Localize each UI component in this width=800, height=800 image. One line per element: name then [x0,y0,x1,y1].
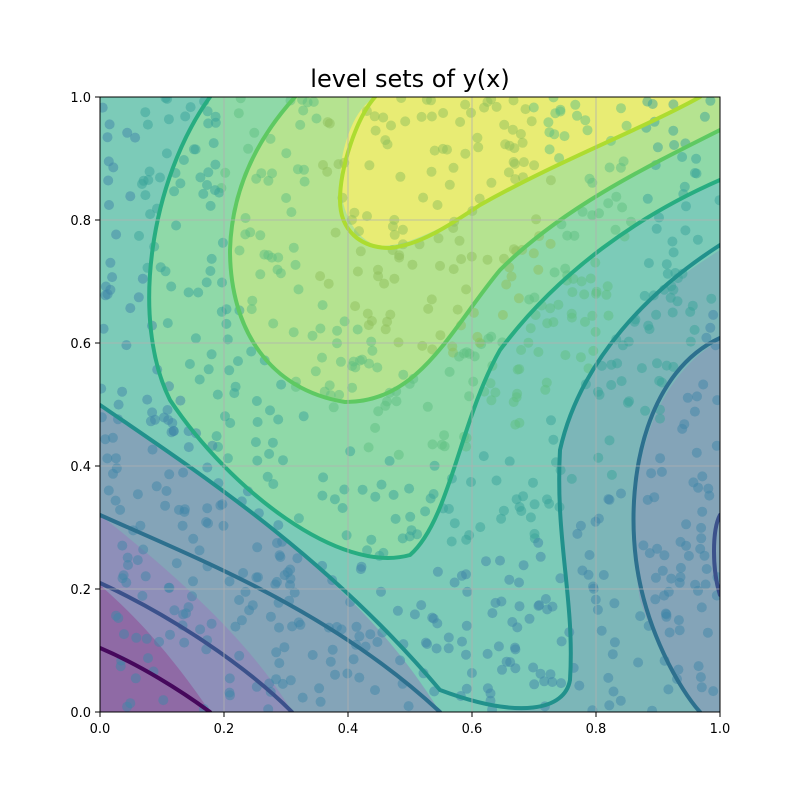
band-right-2 [633,340,720,712]
contour-level-6 [337,97,702,251]
y-tick: 0.6 [70,337,91,352]
contour-level-1 [100,581,294,712]
x-tick: 0.6 [462,722,483,737]
x-tick: 0.0 [90,722,111,737]
y-tick: 1.0 [70,91,91,106]
contour-level-2-right [631,336,720,712]
contour-lines [100,97,720,712]
y-tick: 0.8 [70,214,91,229]
band-level-0 [100,585,210,712]
contour-level-5 [227,97,720,405]
x-tick: 0.8 [586,722,607,737]
y-tick: 0.0 [70,706,91,721]
plot-area [100,97,720,712]
grid [100,97,720,712]
tick-marks [95,96,721,717]
contour-level-2 [100,513,442,712]
x-tick: 0.2 [214,722,235,737]
y-axis-ticks: 0.0 0.2 0.4 0.6 0.8 1.0 [70,91,91,721]
chart-title: level sets of y(x) [310,65,509,93]
y-tick: 0.2 [70,583,91,598]
contour-level-1-right [712,513,720,597]
x-tick: 1.0 [710,722,731,737]
contour-level-0 [100,646,212,712]
x-tick: 0.4 [338,722,359,737]
axes-frame [99,96,721,713]
contour-level-3 [100,243,720,711]
band-level-7 [340,97,700,246]
y-tick: 0.4 [70,460,91,475]
contour-level-4 [147,97,720,560]
x-axis-ticks: 0.0 0.2 0.4 0.6 0.8 1.0 [90,722,731,737]
